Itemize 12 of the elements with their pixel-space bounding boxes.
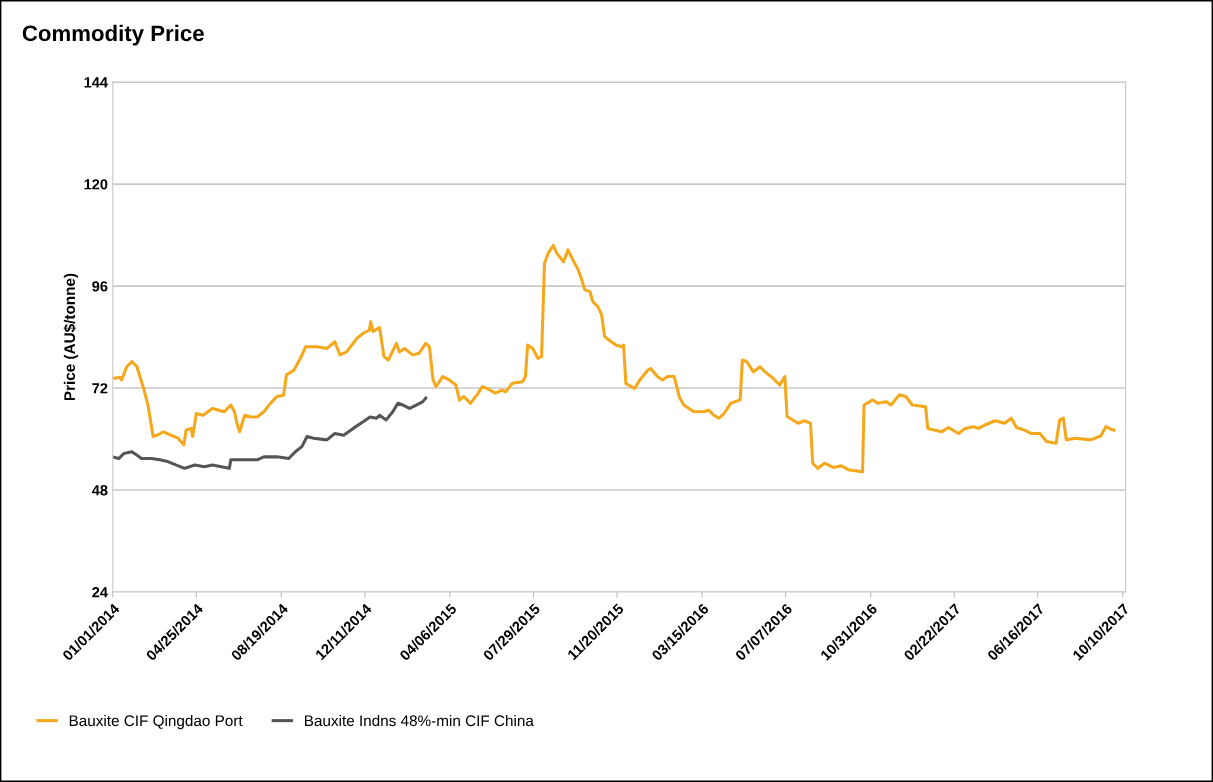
y-tick-label: 72	[92, 383, 108, 394]
y-tick-label: 144	[84, 77, 108, 88]
legend-label: Bauxite Indns 48%-min CIF China	[305, 714, 534, 727]
y-tick-label: 120	[84, 179, 108, 190]
chart-title: Commodity Price	[22, 24, 204, 46]
y-tick-label: 48	[91, 485, 108, 496]
line-series	[112, 396, 428, 470]
line-series	[112, 243, 1116, 474]
y-tick-label: 96	[92, 281, 108, 292]
legend-label: Bauxite CIF Qingdao Port	[69, 714, 243, 730]
y-axis-title: Price (AU$/tonne)	[63, 273, 79, 401]
y-tick-label: 24	[92, 587, 108, 598]
